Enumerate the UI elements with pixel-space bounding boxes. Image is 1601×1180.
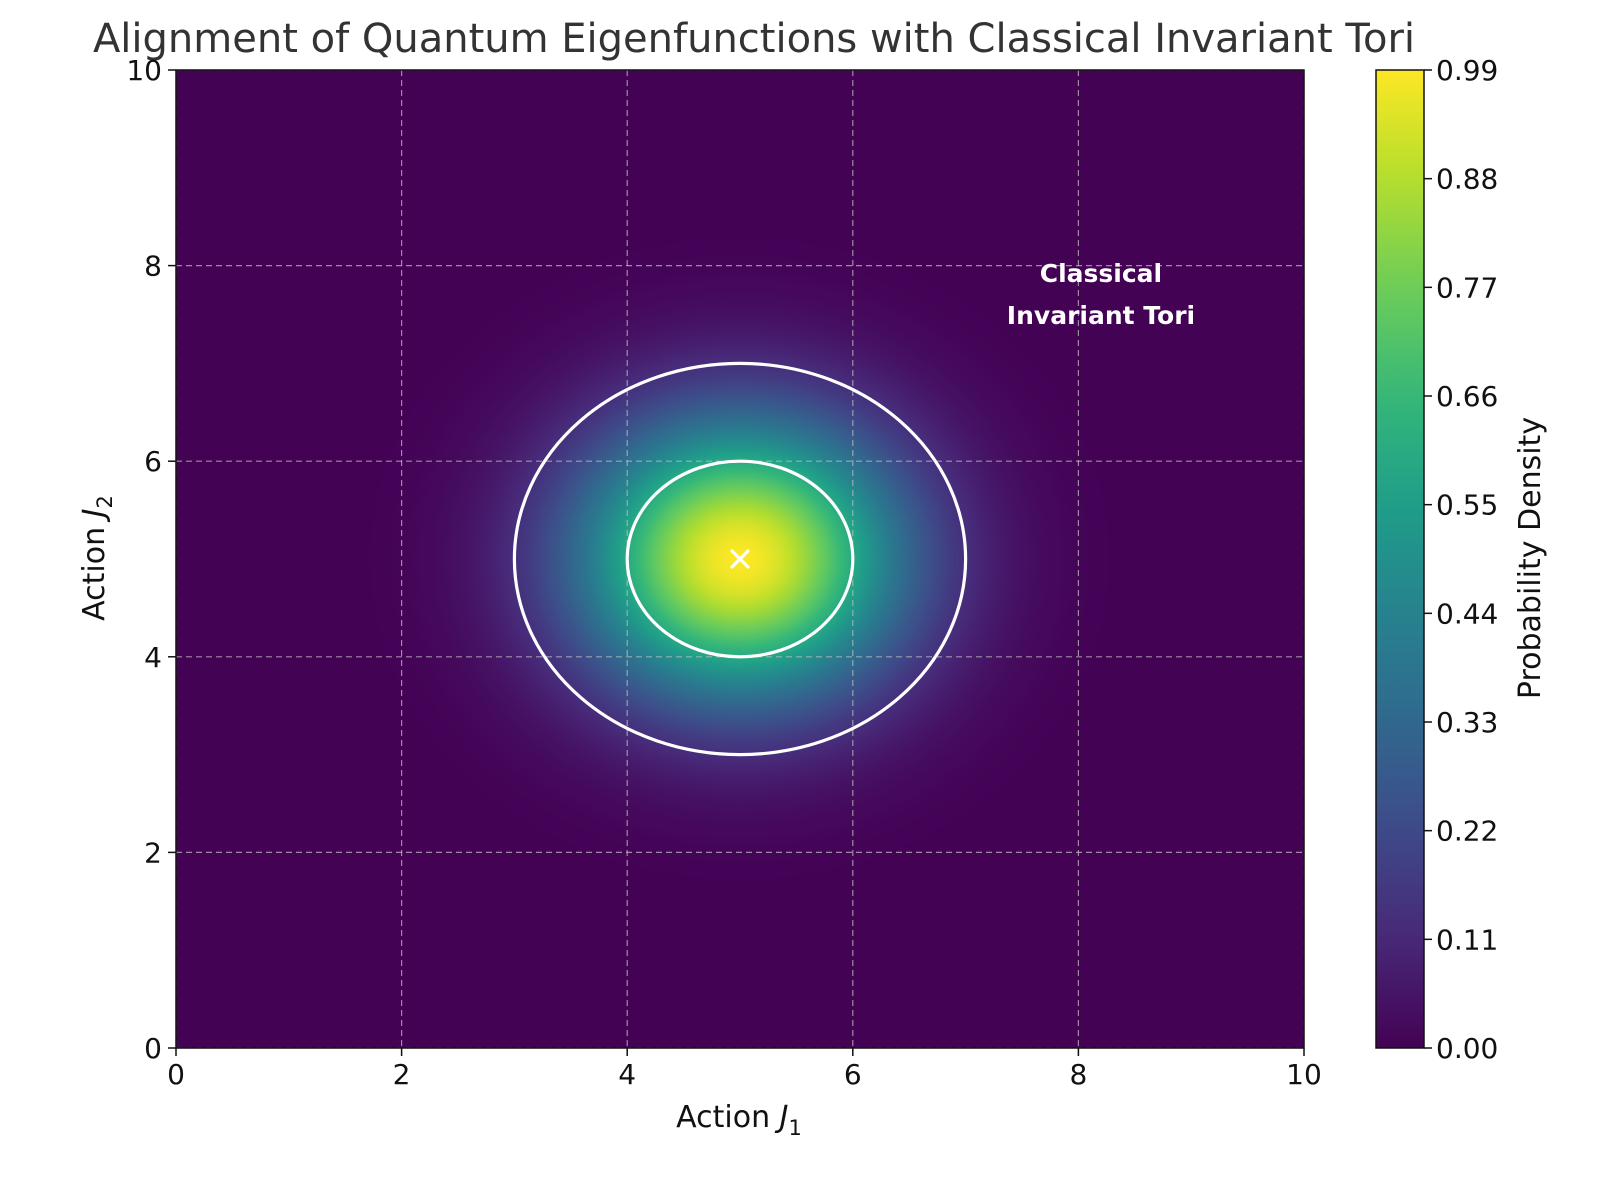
y-axis-label-text: Action <box>77 517 112 621</box>
tori-group <box>512 361 968 757</box>
x-tick-label-4: 8 <box>1069 1058 1087 1091</box>
colorbar-gradient-bar <box>1375 69 1425 1049</box>
annotation-line-2: Invariant Tori <box>1007 301 1195 330</box>
plot-frame <box>175 69 1305 1049</box>
x-tick-label-3: 6 <box>844 1058 862 1091</box>
colorbar-tick-label-1: 0.11 <box>1436 923 1498 956</box>
y-axis: 0 2 4 6 8 10 <box>126 54 176 1065</box>
colorbar-tick-label-2: 0.22 <box>1436 815 1498 848</box>
colorbar-ticks: 0.00 0.11 0.22 0.33 0.44 0.55 0.66 0.77 0.88 0.99 <box>1424 54 1498 1065</box>
y-tick-label-2: 4 <box>144 641 162 674</box>
colorbar-tick-label-9: 0.99 <box>1436 54 1498 87</box>
plot-area: Classical Invariant Tori <box>175 69 1305 1049</box>
center-marker <box>730 549 750 569</box>
colorbar-tick-label-0: 0.00 <box>1436 1032 1498 1065</box>
y-axis-label-subscript: 2 <box>93 495 117 508</box>
colorbar-label: Probability Density <box>1513 417 1548 699</box>
y-axis-label: Action J2 <box>77 495 117 621</box>
x-tick-label-2: 4 <box>618 1058 636 1091</box>
x-axis-label-subscript: 1 <box>788 1116 801 1140</box>
colorbar-tick-label-3: 0.33 <box>1436 706 1498 739</box>
colorbar-tick-label-6: 0.66 <box>1436 380 1498 413</box>
y-tick-label-3: 6 <box>144 445 162 478</box>
colorbar-tick-label-4: 0.44 <box>1436 597 1498 630</box>
y-tick-label-0: 0 <box>144 1032 162 1065</box>
x-axis: 0 2 4 6 8 10 <box>167 1048 1322 1091</box>
x-tick-label-1: 2 <box>393 1058 411 1091</box>
colorbar: 0.00 0.11 0.22 0.33 0.44 0.55 0.66 0.77 0.88 0.99… <box>1375 54 1548 1065</box>
x-tick-label-5: 10 <box>1286 1058 1322 1091</box>
torus-2 <box>512 361 968 757</box>
chart-title: Alignment of Quantum Eigenfunctions with… <box>93 16 1415 62</box>
torus-1 <box>625 459 855 659</box>
colorbar-tick-label-5: 0.55 <box>1436 489 1498 522</box>
annotation-line-1: Classical <box>1040 259 1162 288</box>
marker-stroke-2 <box>730 549 750 569</box>
x-tick-label-0: 0 <box>167 1058 185 1091</box>
colorbar-tick-label-7: 0.77 <box>1436 271 1498 304</box>
y-tick-label-5: 10 <box>126 54 162 87</box>
colorbar-tick-label-8: 0.88 <box>1436 163 1498 196</box>
y-tick-label-1: 2 <box>144 836 162 869</box>
x-axis-label: Action J1 <box>676 1100 802 1140</box>
x-axis-label-text: Action <box>676 1100 780 1135</box>
y-tick-label-4: 8 <box>144 250 162 283</box>
